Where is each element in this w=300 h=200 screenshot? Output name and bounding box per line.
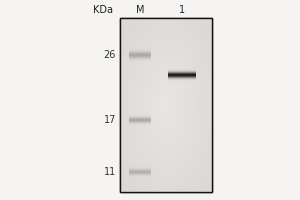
Text: M: M <box>136 5 144 15</box>
Bar <box>120 18 212 192</box>
Text: 1: 1 <box>179 5 185 15</box>
Bar <box>120 18 212 192</box>
Text: 11: 11 <box>104 167 116 177</box>
Text: KDa: KDa <box>93 5 113 15</box>
Text: 26: 26 <box>103 50 116 60</box>
Text: 17: 17 <box>103 115 116 125</box>
